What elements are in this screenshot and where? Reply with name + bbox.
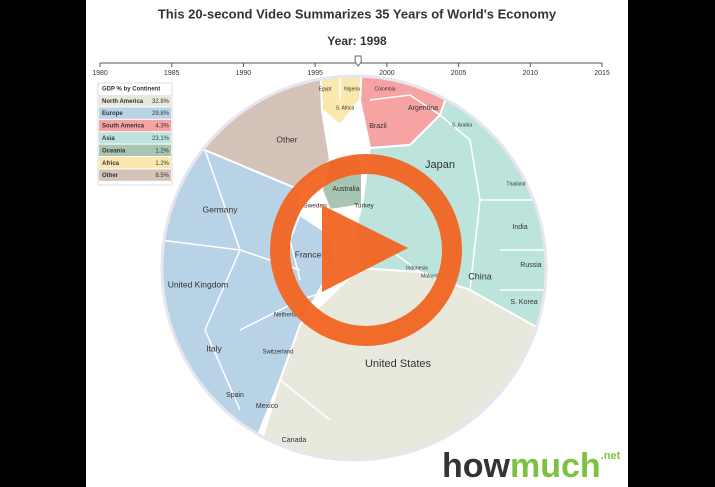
legend-row [99, 157, 171, 169]
cell-label: India [512, 224, 527, 231]
legend-row [99, 132, 171, 144]
play-ring[interactable] [270, 154, 462, 346]
cell-label: United States [365, 358, 432, 370]
cell-label: Mexico [256, 403, 278, 410]
cell-label: S. Arabia [452, 122, 473, 128]
year-label: Year: 1998 [327, 34, 387, 48]
cell-label: Malaysia [421, 273, 441, 279]
cell-label: Turkey [354, 203, 374, 210]
slider-tick-label: 2000 [379, 70, 395, 77]
legend-name: North America [102, 99, 144, 105]
legend-row [99, 119, 171, 132]
cell-label: France [295, 249, 322, 259]
cell-label: Germany [203, 204, 239, 214]
logo: howmuch.net [442, 447, 621, 485]
slider-tick-label: 2010 [522, 70, 538, 77]
cell-label: Thailand [506, 181, 525, 187]
cell-label: Japan [425, 159, 455, 171]
cell-label: United Kingdom [168, 279, 228, 289]
slider-tick-label: 1980 [92, 70, 108, 77]
play-button[interactable] [270, 154, 462, 346]
cell-label: Sweden [303, 203, 327, 210]
logo-part: how [442, 447, 511, 485]
slider-tick-label: 1985 [164, 70, 180, 77]
legend-value: 23.1% [152, 136, 170, 142]
chart-title: This 20-second Video Summarizes 35 Years… [158, 6, 557, 21]
cell-label: S. Korea [510, 299, 537, 306]
cell-label: Brazil [369, 123, 387, 130]
legend-name: Africa [102, 161, 120, 167]
slider-tick-label: 2005 [451, 70, 467, 77]
slider-tick-label: 2015 [594, 70, 610, 77]
play-triangle[interactable] [322, 205, 408, 292]
cell-label: Indonesia [406, 265, 428, 271]
legend-value: 8.5% [155, 173, 169, 179]
cell-label: S. Africa [336, 105, 355, 111]
legend-name: Asia [102, 136, 115, 142]
cell-label: Australia [332, 186, 359, 193]
slider-tick-label: 1995 [307, 70, 323, 77]
cell-label: Egypt [319, 86, 332, 92]
legend-row [99, 107, 171, 119]
cell-label: Nigeria [344, 86, 360, 92]
legend-value: 32.8% [152, 99, 170, 105]
cell-label: Russia [520, 262, 542, 269]
legend-row [99, 95, 171, 107]
cell-label: Italy [206, 343, 222, 353]
legend-row [99, 169, 171, 181]
legend-name: Europe [102, 111, 123, 117]
cell-label: Spain [226, 392, 244, 399]
cell-label: Colombia [374, 86, 395, 92]
legend-name: Other [102, 173, 119, 179]
cell-label: Argentina [408, 105, 438, 112]
circle-outline [160, 74, 548, 462]
legend-value: 4.3% [155, 124, 169, 130]
cell-label: Canada [282, 437, 307, 444]
cell-label: China [468, 271, 492, 281]
legend-name: Oceania [102, 148, 126, 154]
legend-value: 1.2% [155, 161, 169, 167]
cell-label: Switzerland [262, 350, 293, 356]
legend-row [99, 144, 171, 156]
logo-suffix: .net [601, 450, 621, 462]
legend-value: 29.8% [152, 111, 170, 117]
slider-handle [354, 55, 362, 67]
legend-name: South America [102, 124, 145, 130]
legend-value: 1.2% [155, 148, 169, 154]
logo-part: much [510, 447, 601, 485]
slider-tick-label: 1990 [236, 70, 252, 77]
cell-label: Netherlands [274, 313, 306, 319]
cell-label: Other [276, 134, 297, 144]
legend-title: GDP % by Continent [102, 87, 160, 93]
